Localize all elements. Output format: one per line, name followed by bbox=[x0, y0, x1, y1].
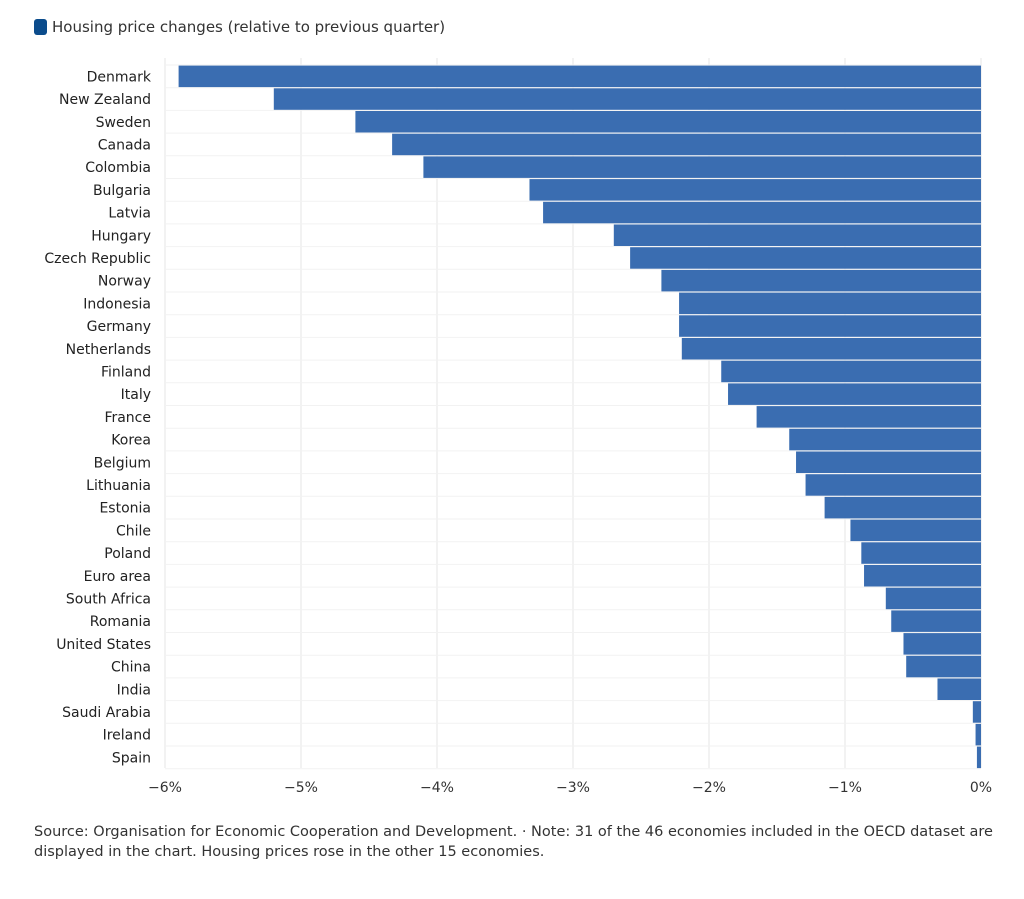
category-label: New Zealand bbox=[59, 92, 151, 108]
category-label: South Africa bbox=[66, 591, 151, 607]
category-labels: Denmark New Zealand Sweden Canada Colombia Bu… bbox=[44, 69, 151, 766]
category-label: Sweden bbox=[96, 115, 151, 131]
category-label: Ireland bbox=[103, 728, 151, 744]
category-label: Euro area bbox=[84, 569, 151, 585]
x-axis-ticks: −6% −5% −4% −3% −2% −1% 0% bbox=[148, 780, 992, 796]
category-label: Estonia bbox=[99, 501, 151, 517]
bar-denmark bbox=[178, 65, 982, 88]
x-tick-label: −3% bbox=[556, 780, 590, 796]
category-label: Poland bbox=[104, 546, 151, 562]
category-label: China bbox=[111, 660, 151, 676]
category-label: Germany bbox=[87, 319, 151, 335]
category-label: Indonesia bbox=[83, 296, 151, 312]
bar-saudi-arabia bbox=[972, 701, 981, 723]
x-tick-label: −5% bbox=[284, 780, 318, 796]
legend-label: Housing price changes (relative to previ… bbox=[52, 18, 446, 36]
x-tick-label: −6% bbox=[148, 780, 182, 796]
bar-france bbox=[756, 406, 981, 428]
source-note: Source: Organisation for Economic Cooper… bbox=[34, 824, 993, 860]
category-label: Canada bbox=[98, 137, 151, 153]
category-label: Finland bbox=[101, 364, 151, 380]
category-label: Belgium bbox=[94, 455, 151, 471]
bar-korea bbox=[789, 428, 981, 451]
category-label: Colombia bbox=[85, 160, 151, 176]
bar-united-states bbox=[903, 633, 981, 655]
category-label: Bulgaria bbox=[93, 183, 151, 199]
x-tick-label: 0% bbox=[970, 780, 992, 796]
bar-colombia bbox=[423, 156, 981, 178]
bar-canada bbox=[392, 133, 981, 156]
category-label: Hungary bbox=[91, 228, 151, 244]
category-label: India bbox=[117, 682, 151, 698]
grid-lines bbox=[164, 58, 982, 770]
bar-netherlands bbox=[681, 338, 981, 360]
category-label: Latvia bbox=[108, 206, 151, 222]
category-label: Romania bbox=[90, 614, 151, 630]
category-label: France bbox=[104, 410, 151, 426]
bar-romania bbox=[891, 610, 981, 632]
bars bbox=[178, 65, 982, 769]
bar-norway bbox=[661, 269, 981, 292]
bar-bulgaria bbox=[529, 179, 981, 201]
bar-india bbox=[937, 678, 981, 700]
legend-swatch bbox=[34, 19, 47, 35]
category-label: Czech Republic bbox=[44, 251, 151, 267]
category-label: Saudi Arabia bbox=[62, 705, 151, 721]
bar-spain bbox=[976, 746, 981, 769]
category-label: United States bbox=[56, 637, 151, 653]
x-tick-label: −2% bbox=[692, 780, 726, 796]
category-label: Spain bbox=[112, 750, 151, 766]
bar-italy bbox=[728, 383, 981, 405]
bar-chile bbox=[850, 519, 981, 542]
housing-price-bar-chart: Denmark New Zealand Sweden Canada Colombia Bu… bbox=[44, 58, 992, 796]
bar-euro-area bbox=[864, 565, 981, 587]
bar-lithuania bbox=[805, 474, 981, 496]
bar-estonia bbox=[824, 496, 981, 519]
bar-belgium bbox=[796, 451, 981, 473]
bar-poland bbox=[861, 542, 981, 564]
bar-indonesia bbox=[679, 292, 981, 315]
bar-ireland bbox=[975, 723, 981, 746]
x-tick-label: −1% bbox=[828, 780, 862, 796]
bar-latvia bbox=[543, 201, 981, 224]
bar-south-africa bbox=[885, 587, 981, 610]
bar-czech-republic bbox=[630, 247, 981, 269]
bar-china bbox=[906, 655, 981, 678]
x-tick-label: −4% bbox=[420, 780, 454, 796]
bar-new-zealand bbox=[273, 88, 981, 110]
bar-hungary bbox=[613, 224, 981, 246]
chart-legend: Housing price changes (relative to previ… bbox=[34, 18, 445, 36]
category-label: Netherlands bbox=[66, 342, 151, 358]
category-label: Chile bbox=[116, 523, 151, 539]
bar-sweden bbox=[355, 111, 981, 133]
category-label: Lithuania bbox=[86, 478, 151, 494]
bar-germany bbox=[679, 315, 981, 337]
category-label: Korea bbox=[111, 433, 151, 449]
category-label: Denmark bbox=[87, 69, 152, 85]
category-label: Norway bbox=[98, 274, 151, 290]
bar-finland bbox=[721, 360, 981, 383]
category-label: Italy bbox=[121, 387, 151, 403]
